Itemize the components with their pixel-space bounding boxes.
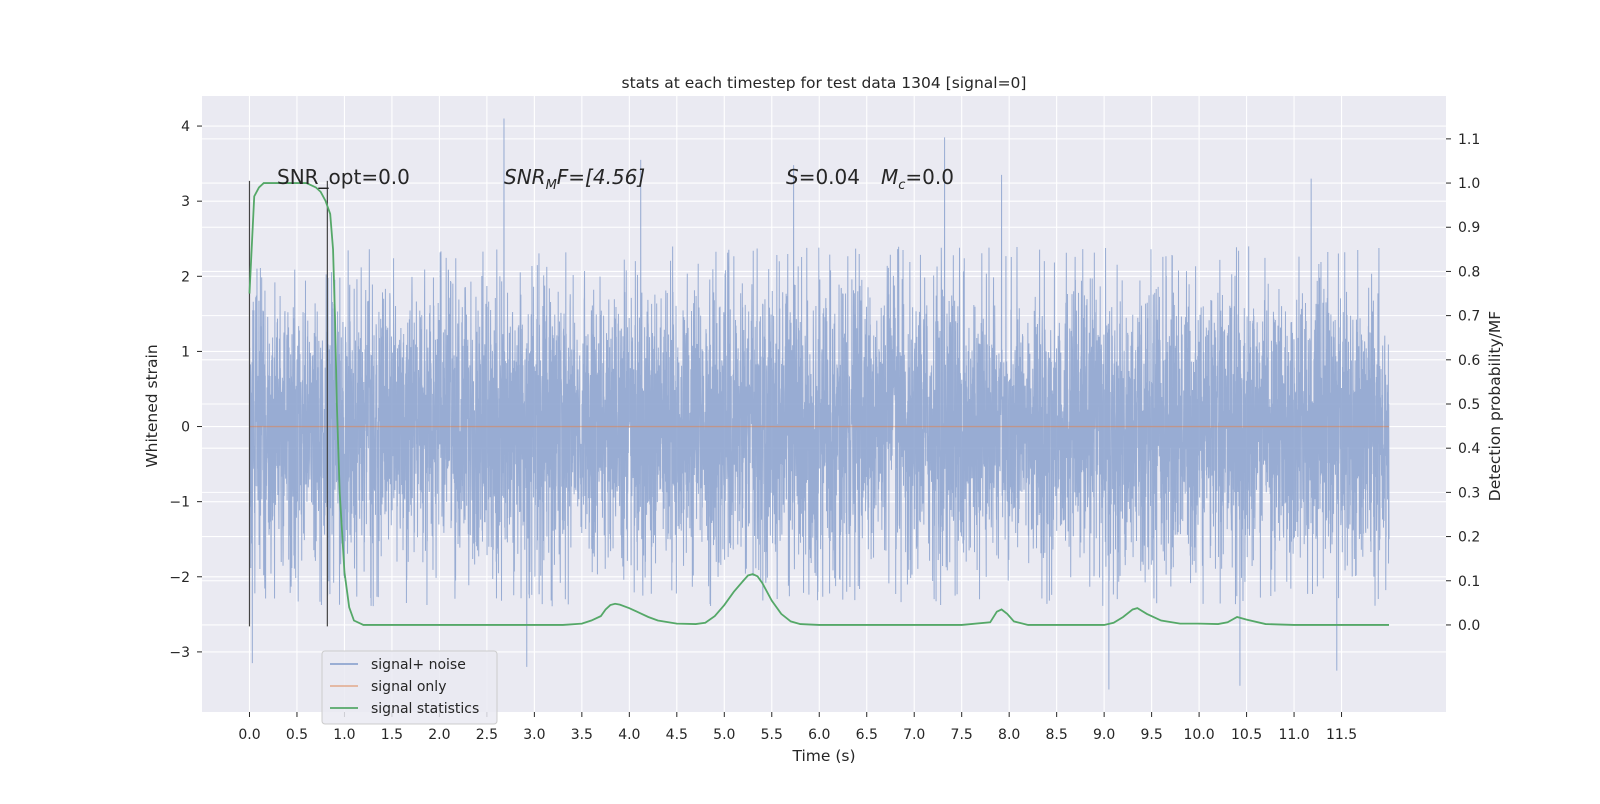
y2-tick-label: 0.2 [1458, 530, 1480, 546]
legend-entry-signal-only: signal only [330, 679, 446, 695]
x-tick-label: 7.0 [903, 727, 925, 743]
x-tick-label: 6.5 [856, 727, 878, 743]
x-tick-label: 6.0 [808, 727, 830, 743]
vertical-markers [248, 180, 328, 627]
y-tick-label: 3 [181, 194, 190, 210]
y2-tick-label: 0.6 [1458, 353, 1480, 369]
signal-statistics-line [248, 182, 1390, 626]
x-tick-label: 4.5 [666, 727, 688, 743]
x-tick-label: 1.5 [381, 727, 403, 743]
x-tick-label: 11.5 [1326, 727, 1357, 743]
y2-tick-label: 0.3 [1458, 485, 1480, 501]
x-tick-label: 11.0 [1278, 727, 1309, 743]
y-tick-label: 4 [181, 119, 190, 135]
annotation-snr-mf-rest: F=[4.56] [557, 165, 645, 189]
y2-tick-label: 0.8 [1458, 264, 1480, 280]
annotation-snr-mf-sub: M [546, 178, 557, 193]
series-signal-statistics [248, 182, 1390, 626]
y-tick-label: 2 [181, 269, 190, 285]
y2-tick-label: 1.1 [1458, 132, 1480, 148]
y-tick-label: −1 [169, 495, 190, 511]
x-axis-label: Time (s) [791, 747, 855, 765]
y2-tick-label: 0.7 [1458, 309, 1480, 325]
annotation-snr-mf: SNRMF=[4.56] [504, 165, 645, 193]
annotation-s: S=0.04 [786, 165, 860, 189]
y2-axis-label: Detection probability/MF [1486, 311, 1504, 502]
x-tick-label: 7.5 [951, 727, 973, 743]
annotation-mc-symbol: M [881, 165, 898, 189]
y2-tick-label: 0.1 [1458, 574, 1480, 590]
y2-tick-label: 1.0 [1458, 176, 1480, 192]
y-axis-label: Whitened strain [143, 344, 161, 467]
x-tick-label: 5.5 [761, 727, 783, 743]
legend-label-signal-noise: signal+ noise [371, 657, 466, 673]
annotation-mc-value: =0.0 [905, 165, 954, 189]
x-tick-label: 0.0 [238, 727, 260, 743]
x-tick-label: 5.0 [713, 727, 735, 743]
y2-tick-label: 0.4 [1458, 441, 1480, 457]
annotation-snr-opt: SNR_opt=0.0 [277, 165, 410, 189]
x-tick-label: 8.0 [998, 727, 1020, 743]
annotation-s-value: =0.04 [799, 165, 860, 189]
y2-axis-ticks: 1.1 1.0 0.9 0.8 0.7 0.6 0.5 0.4 0.3 0.2 0.1 0.0 [1446, 132, 1480, 634]
y2-tick-label: 0.0 [1458, 618, 1480, 634]
y-axis-ticks: 4 3 2 1 0 −1 −2 −3 [169, 119, 202, 661]
legend-entry-signal-statistics: signal statistics [330, 701, 479, 717]
legend-box [321, 650, 498, 725]
legend-entry-signal-noise: signal+ noise [330, 657, 466, 673]
x-tick-label: 10.5 [1231, 727, 1262, 743]
x-tick-label: 9.0 [1093, 727, 1115, 743]
y-tick-label: −3 [169, 645, 190, 661]
x-tick-label: 10.0 [1184, 727, 1215, 743]
x-tick-label: 9.5 [1140, 727, 1162, 743]
legend-label-signal-statistics: signal statistics [371, 701, 479, 717]
annotation-s-symbol: S [786, 165, 799, 189]
annotation-mc: Mc=0.0 [881, 165, 954, 193]
x-tick-label: 0.5 [286, 727, 308, 743]
x-axis-ticks: 0.0 0.5 1.0 1.5 2.0 2.5 3.0 3.5 4.0 4.5 5.0 5.5 6.0 6… [238, 712, 1357, 743]
x-tick-label: 2.5 [476, 727, 498, 743]
x-tick-label: 1.0 [333, 727, 355, 743]
signal-noise-line [248, 118, 1390, 690]
x-tick-label: 3.0 [523, 727, 545, 743]
series-signal-noise [248, 118, 1390, 690]
chart-title: stats at each timestep for test data 130… [622, 74, 1027, 92]
x-tick-label: 3.5 [571, 727, 593, 743]
y-tick-label: −2 [169, 570, 190, 586]
legend: signal+ noise signal only signal statist… [321, 650, 498, 725]
x-tick-label: 2.0 [428, 727, 450, 743]
annotations: SNR_opt=0.0 SNRMF=[4.56] S=0.04 Mc=0.0 [277, 165, 954, 193]
y-tick-label: 0 [181, 420, 190, 436]
x-tick-label: 8.5 [1046, 727, 1068, 743]
y2-tick-label: 0.5 [1458, 397, 1480, 413]
annotation-mc-sub: c [898, 178, 905, 193]
legend-label-signal-only: signal only [371, 679, 446, 695]
y-tick-label: 1 [181, 344, 190, 360]
y2-tick-label: 0.9 [1458, 220, 1480, 236]
x-tick-label: 4.0 [618, 727, 640, 743]
annotation-snr-mf-main: SNR [504, 165, 546, 189]
